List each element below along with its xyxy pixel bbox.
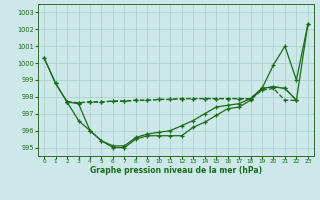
X-axis label: Graphe pression niveau de la mer (hPa): Graphe pression niveau de la mer (hPa) bbox=[90, 166, 262, 175]
